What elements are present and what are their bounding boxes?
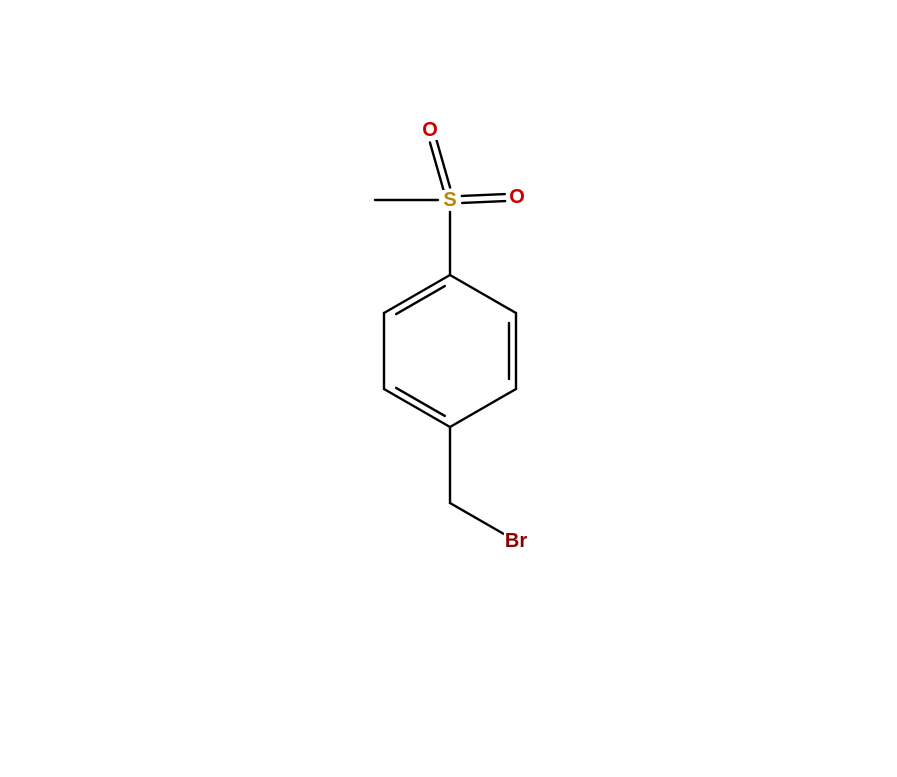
- atom-label-o1: O: [421, 120, 439, 140]
- atom-label-s: S: [442, 190, 457, 210]
- atom-label-br: Br: [504, 531, 528, 551]
- chemical-structure-canvas: O O S Br: [0, 0, 897, 777]
- bond-layer: [0, 0, 897, 777]
- atom-label-o2: O: [508, 187, 526, 207]
